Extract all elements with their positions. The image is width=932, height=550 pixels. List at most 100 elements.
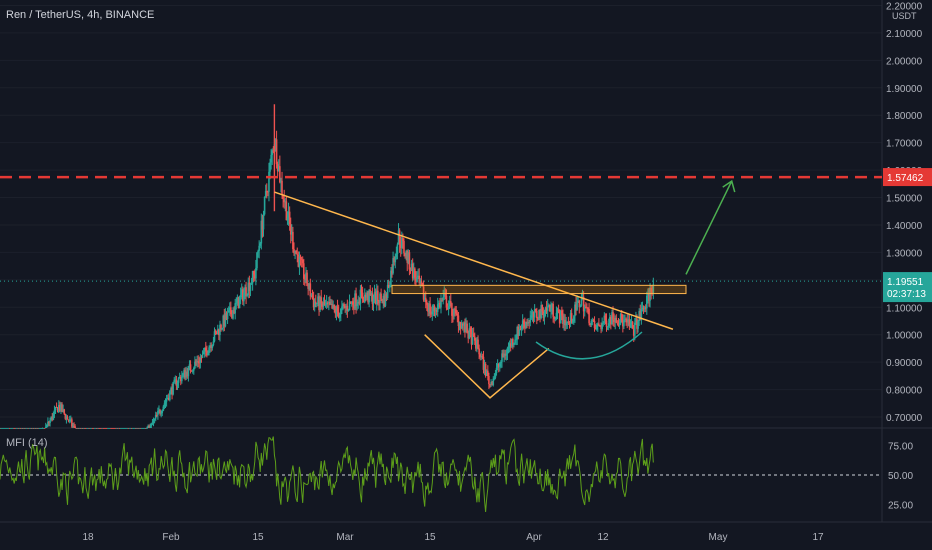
candle-body <box>227 310 230 313</box>
candle-body <box>214 331 217 333</box>
candle-body <box>251 270 254 284</box>
candle-body <box>497 363 500 367</box>
candle-body <box>295 250 297 254</box>
candle-body <box>18 428 21 429</box>
candle-body <box>310 295 313 297</box>
candle-body <box>570 313 573 323</box>
candle-body <box>12 428 14 429</box>
candle-body <box>17 428 20 429</box>
candle-body <box>476 339 478 349</box>
candle-body <box>513 342 515 345</box>
candle-body <box>331 304 333 309</box>
candle-body <box>1 428 3 429</box>
candle-body <box>303 263 305 279</box>
candle-body <box>606 326 609 328</box>
candle-body <box>614 317 617 323</box>
candle-body <box>381 298 383 304</box>
candle-body <box>101 428 104 429</box>
candle-body <box>617 323 620 325</box>
candle-body <box>575 304 577 310</box>
candle-body <box>448 301 451 307</box>
candle-body <box>603 315 606 323</box>
candle-body <box>352 301 354 305</box>
candle-body <box>103 428 106 429</box>
candle-body <box>330 304 332 305</box>
time-axis[interactable]: 18 Feb 15 Mar 15 Apr 12 May 17 <box>82 532 824 543</box>
price-axis[interactable]: 2.20000 2.10000 2.00000 1.90000 1.80000 1.700… <box>883 1 932 424</box>
candle-body <box>648 293 650 301</box>
candle-body <box>359 289 362 304</box>
candle-body <box>544 307 547 314</box>
candle-body <box>111 428 113 429</box>
symbol-label[interactable]: Ren / TetherUS, 4h, BINANCE <box>6 9 155 21</box>
candle-body <box>239 295 242 298</box>
candle-body <box>47 421 49 425</box>
candle-body <box>428 303 430 312</box>
candle-body <box>641 307 644 310</box>
price-tick-label: 1.50000 <box>886 194 923 205</box>
price-tick-label: 0.90000 <box>886 358 923 369</box>
candle-body <box>288 211 291 225</box>
candle-body <box>445 295 448 308</box>
candle-body <box>52 413 55 420</box>
candle-body <box>439 303 441 308</box>
candle-body <box>274 139 277 144</box>
candle-body <box>521 320 524 329</box>
candle-body <box>152 419 155 424</box>
candle-body <box>411 263 414 279</box>
candle-body <box>296 253 299 255</box>
candle-body <box>244 287 246 293</box>
current-price-label: 1.19551 <box>887 277 924 288</box>
candle-body <box>267 191 269 193</box>
candle-body <box>309 283 312 297</box>
candle-body <box>593 320 596 328</box>
candle-body <box>144 428 146 429</box>
candle-body <box>14 428 17 429</box>
mfi-indicator-label[interactable]: MFI (14) <box>6 437 48 449</box>
candle-body <box>616 322 619 324</box>
candle-body <box>489 384 491 385</box>
price-tick-label: 2.10000 <box>886 29 923 40</box>
candle-body <box>263 196 266 215</box>
candle-body <box>483 364 486 370</box>
candle-body <box>536 311 538 318</box>
candle-body <box>31 428 34 429</box>
candle-body <box>377 290 379 301</box>
candle-body <box>421 285 424 287</box>
candle-body <box>495 367 498 374</box>
candle-body <box>469 328 472 332</box>
candle-body <box>644 307 647 309</box>
candle-body <box>386 284 389 298</box>
candle-body <box>553 316 556 319</box>
candle-body <box>35 428 37 429</box>
candle-body <box>632 328 635 336</box>
candle-body <box>634 322 636 336</box>
candle-body <box>631 321 634 329</box>
price-tick-label: 1.70000 <box>886 139 923 150</box>
candle-body <box>10 428 12 429</box>
candle-body <box>363 294 366 303</box>
candle-body <box>209 345 211 348</box>
candle-body <box>272 150 275 152</box>
candle-body <box>505 353 508 356</box>
candle-body <box>442 296 444 301</box>
candle-body <box>187 366 190 377</box>
candle-body <box>322 302 325 307</box>
candle-body <box>361 292 364 300</box>
candle-body <box>512 339 514 345</box>
candle-body <box>201 354 204 358</box>
candle-body <box>134 428 136 429</box>
candle-body <box>58 404 60 413</box>
candle-body <box>333 304 336 309</box>
drawings <box>0 175 882 399</box>
candle-body <box>346 305 349 311</box>
candle-body <box>619 314 622 324</box>
candle-body <box>620 314 623 321</box>
candle-body <box>323 302 326 306</box>
candle-body <box>407 252 410 263</box>
candle-body <box>48 421 50 424</box>
candle-body <box>20 428 23 429</box>
candle-body <box>565 323 568 326</box>
candle-body <box>123 428 125 429</box>
